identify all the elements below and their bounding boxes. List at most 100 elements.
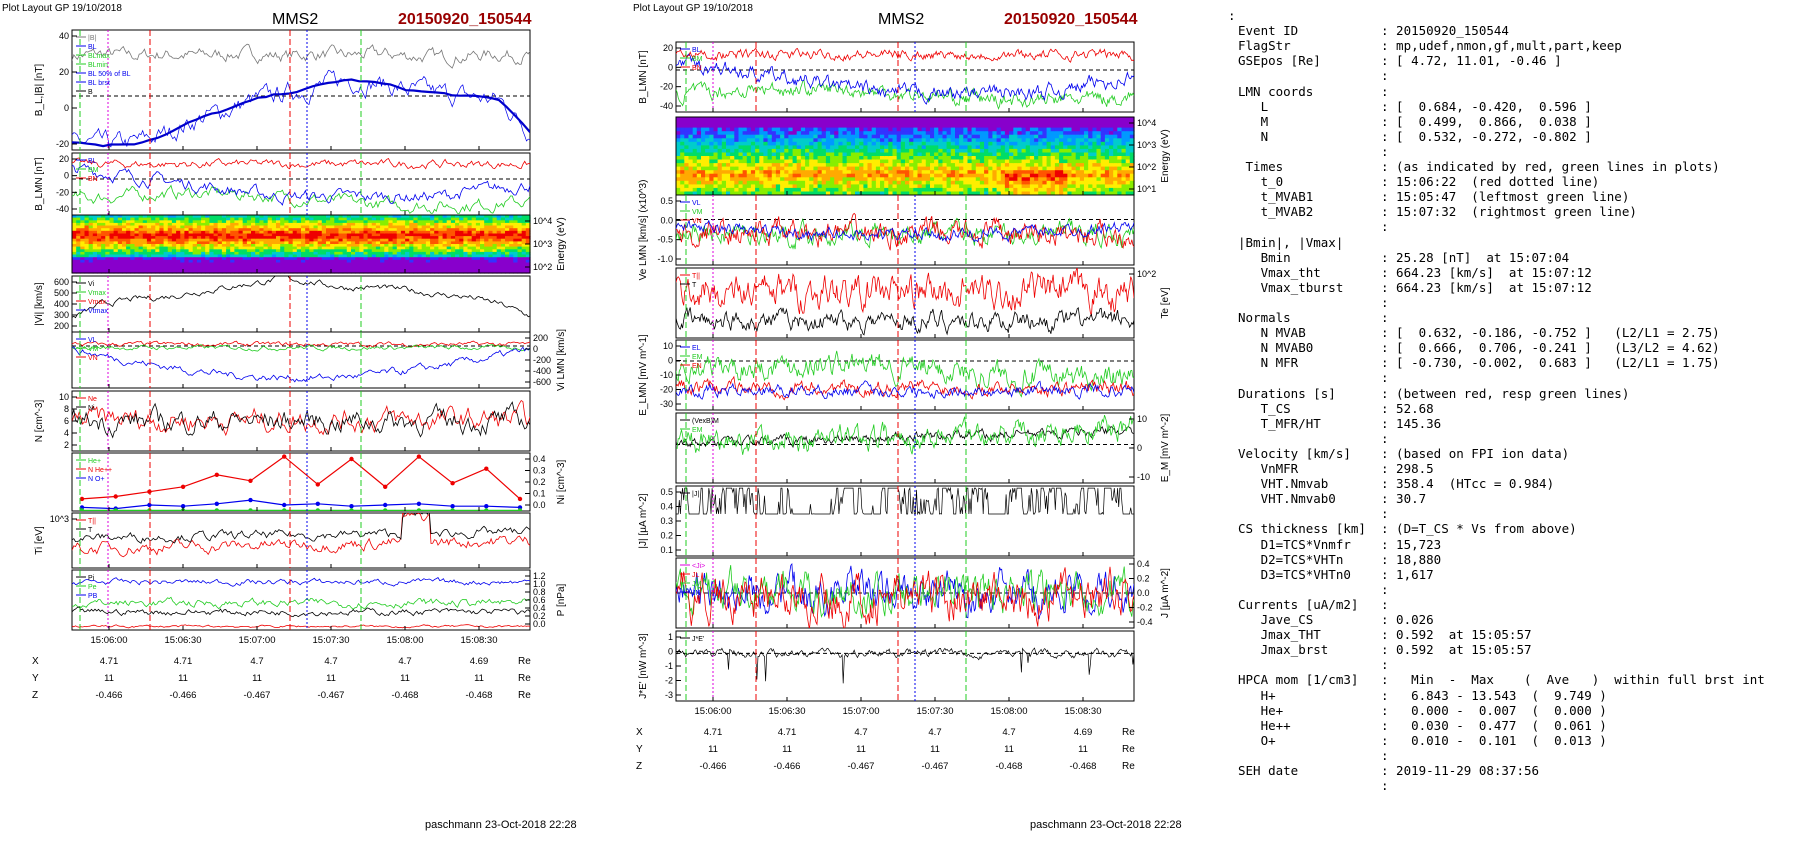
- y-tick-label: 10: [663, 341, 673, 351]
- event-info-panel: : Event ID: 20150920_150544 FlagStr: mp,ud…: [1228, 8, 1798, 828]
- ephemeris-value: -0.468: [466, 690, 493, 701]
- panel-jlmn: <Ji> JL JM JN 0.4 0.2 0.0 -0.2 -0.4 J [µA m^-2]: [675, 557, 1171, 629]
- info-key: H+: [1238, 687, 1276, 703]
- y-tick-label: 40: [59, 31, 69, 41]
- x-tick-label: 15:06:30: [769, 706, 806, 717]
- info-key: He++: [1238, 717, 1291, 733]
- y-tick-label: 10^4: [533, 216, 552, 226]
- y-tick-label: 0: [64, 171, 69, 181]
- legend-entry: EM: [692, 427, 703, 434]
- info-key: Vmax_tht: [1238, 264, 1321, 280]
- panel-frame: [675, 339, 1135, 411]
- y-tick-label: 10^1: [1137, 184, 1156, 194]
- x-tick-label: 15:08:00: [387, 635, 424, 646]
- info-key: Jave_CS: [1238, 612, 1314, 627]
- ephemeris-value: 11: [474, 673, 484, 684]
- y-axis-label: |J| [µA m^-2]: [638, 493, 649, 548]
- legend-entry: BLmax: [88, 53, 110, 60]
- info-value: : 664.23 [km/s] at 15:07:12: [1381, 279, 1592, 295]
- series-line: [676, 53, 1134, 105]
- right-figure: Plot Layout GP 19/10/2018 MMS2 20150920_15…: [633, 3, 1182, 831]
- info-key: T_MFR/HT: [1238, 415, 1321, 431]
- panel-frame: [71, 452, 531, 512]
- series-line: [81, 499, 521, 510]
- y-tick-label: 0: [668, 356, 673, 366]
- panel-j: |J| 0.5 0.4 0.3 0.2 0.1 |J| [µA m^-2]: [638, 485, 1135, 557]
- legend-entry: BL: [88, 44, 97, 51]
- ephemeris-unit: Re: [518, 673, 531, 684]
- legend-entry: JL: [692, 572, 700, 579]
- data-point: [180, 504, 186, 509]
- y-axis-label: B_L,|B| [nT]: [34, 64, 45, 117]
- ephemeris-label: Z: [636, 761, 642, 772]
- ephemeris-value: -0.466: [170, 690, 197, 701]
- legend-entry: B: [88, 89, 93, 96]
- legend-entry: VM: [692, 209, 703, 216]
- y-tick-label: 0: [668, 647, 673, 657]
- info-key: N MVAB0: [1238, 340, 1314, 356]
- y-axis-label: Energy (eV): [1160, 129, 1171, 182]
- event-title: 20150920_150544: [1004, 11, 1138, 28]
- panel-ve: VL VM VN 0.5 0.0 -0.5 -1.0 Ve LMN [km/s] (x10^3…: [638, 180, 1135, 281]
- panel-frame: [675, 630, 1135, 702]
- series-line: [676, 47, 1134, 63]
- ephemeris-unit: Re: [1122, 761, 1135, 772]
- y-tick-label: 200: [54, 321, 69, 331]
- legend-entry: He+: [88, 458, 101, 465]
- series-line: [676, 217, 1134, 250]
- series-line: [72, 401, 530, 439]
- panel-ti: T|| T 10^3 Ti [eV]: [34, 512, 531, 569]
- y-tick-label: 20: [663, 43, 673, 53]
- series-line: [676, 212, 1134, 251]
- y-tick-label: 10: [59, 392, 69, 402]
- x-tick-label: 15:06:00: [695, 706, 732, 717]
- x-tick-label: 15:07:00: [239, 635, 276, 646]
- info-value: :: [1381, 430, 1389, 446]
- series-line: [676, 306, 1134, 336]
- series-line: [72, 340, 530, 348]
- info-key: CS thickness [km]: [1238, 521, 1366, 537]
- info-value: :: [1381, 310, 1389, 325]
- panel-je: J*E' 1 0 -1 -2 -3 J*E' [nW m^-3]: [638, 630, 1135, 702]
- legend-entry: Vi: [88, 281, 95, 288]
- info-value: : 0.592 at 15:05:57: [1381, 642, 1532, 658]
- panel-blmn: BL BM BN 20 0 -20 -40 B_LMN [nT]: [34, 152, 531, 216]
- y-axis-label: B_LMN [nT]: [638, 50, 649, 104]
- y-tick-label: 0.0: [533, 500, 546, 510]
- series-line: [72, 346, 530, 383]
- legend-entry: JM: [692, 581, 702, 588]
- info-value: :: [1381, 506, 1389, 522]
- data-point: [214, 501, 219, 506]
- ephemeris-value: -0.466: [96, 690, 123, 701]
- panel-bl: |B| BL BLmax BLmin BL 50% of BL BL brst B 40 20 0…: [34, 29, 531, 151]
- y-tick-label: -40: [660, 101, 673, 111]
- ephemeris-value: 11: [400, 673, 410, 684]
- series-line: [72, 344, 530, 352]
- panel-frame: [71, 331, 531, 389]
- ephemeris-value: 4.7: [854, 727, 867, 738]
- x-tick-label: 15:07:30: [917, 706, 954, 717]
- x-tick-label: 15:06:00: [91, 635, 128, 646]
- data-point: [147, 502, 152, 508]
- info-value: : 15:07:32 (rightmost green line): [1381, 204, 1637, 220]
- info-value: : [ 0.499, 0.866, 0.038 ]: [1381, 113, 1592, 129]
- y-tick-label: 10^3: [533, 239, 552, 249]
- info-value: : 30.7: [1381, 491, 1427, 507]
- spacecraft-title: MMS2: [272, 11, 318, 28]
- y-axis-label: Ve LMN [km/s] (x10^3): [638, 180, 649, 281]
- info-value: : 145.36: [1381, 415, 1442, 431]
- series-line: [72, 78, 530, 148]
- info-key: M: [1238, 113, 1269, 129]
- data-point: [416, 508, 422, 511]
- info-value: : 15,723: [1381, 536, 1442, 552]
- panel-energy: 10^4 10^3 10^2 Energy (eV): [71, 214, 567, 274]
- info-value: : 6.843 - 13.543 ( 9.749 ): [1381, 687, 1607, 703]
- data-point: [517, 496, 523, 502]
- series-line: [72, 513, 530, 544]
- info-value: :: [1381, 143, 1389, 159]
- series-line: [676, 219, 1134, 243]
- info-key: Event ID: [1238, 23, 1299, 39]
- info-key: T_CS: [1238, 400, 1291, 416]
